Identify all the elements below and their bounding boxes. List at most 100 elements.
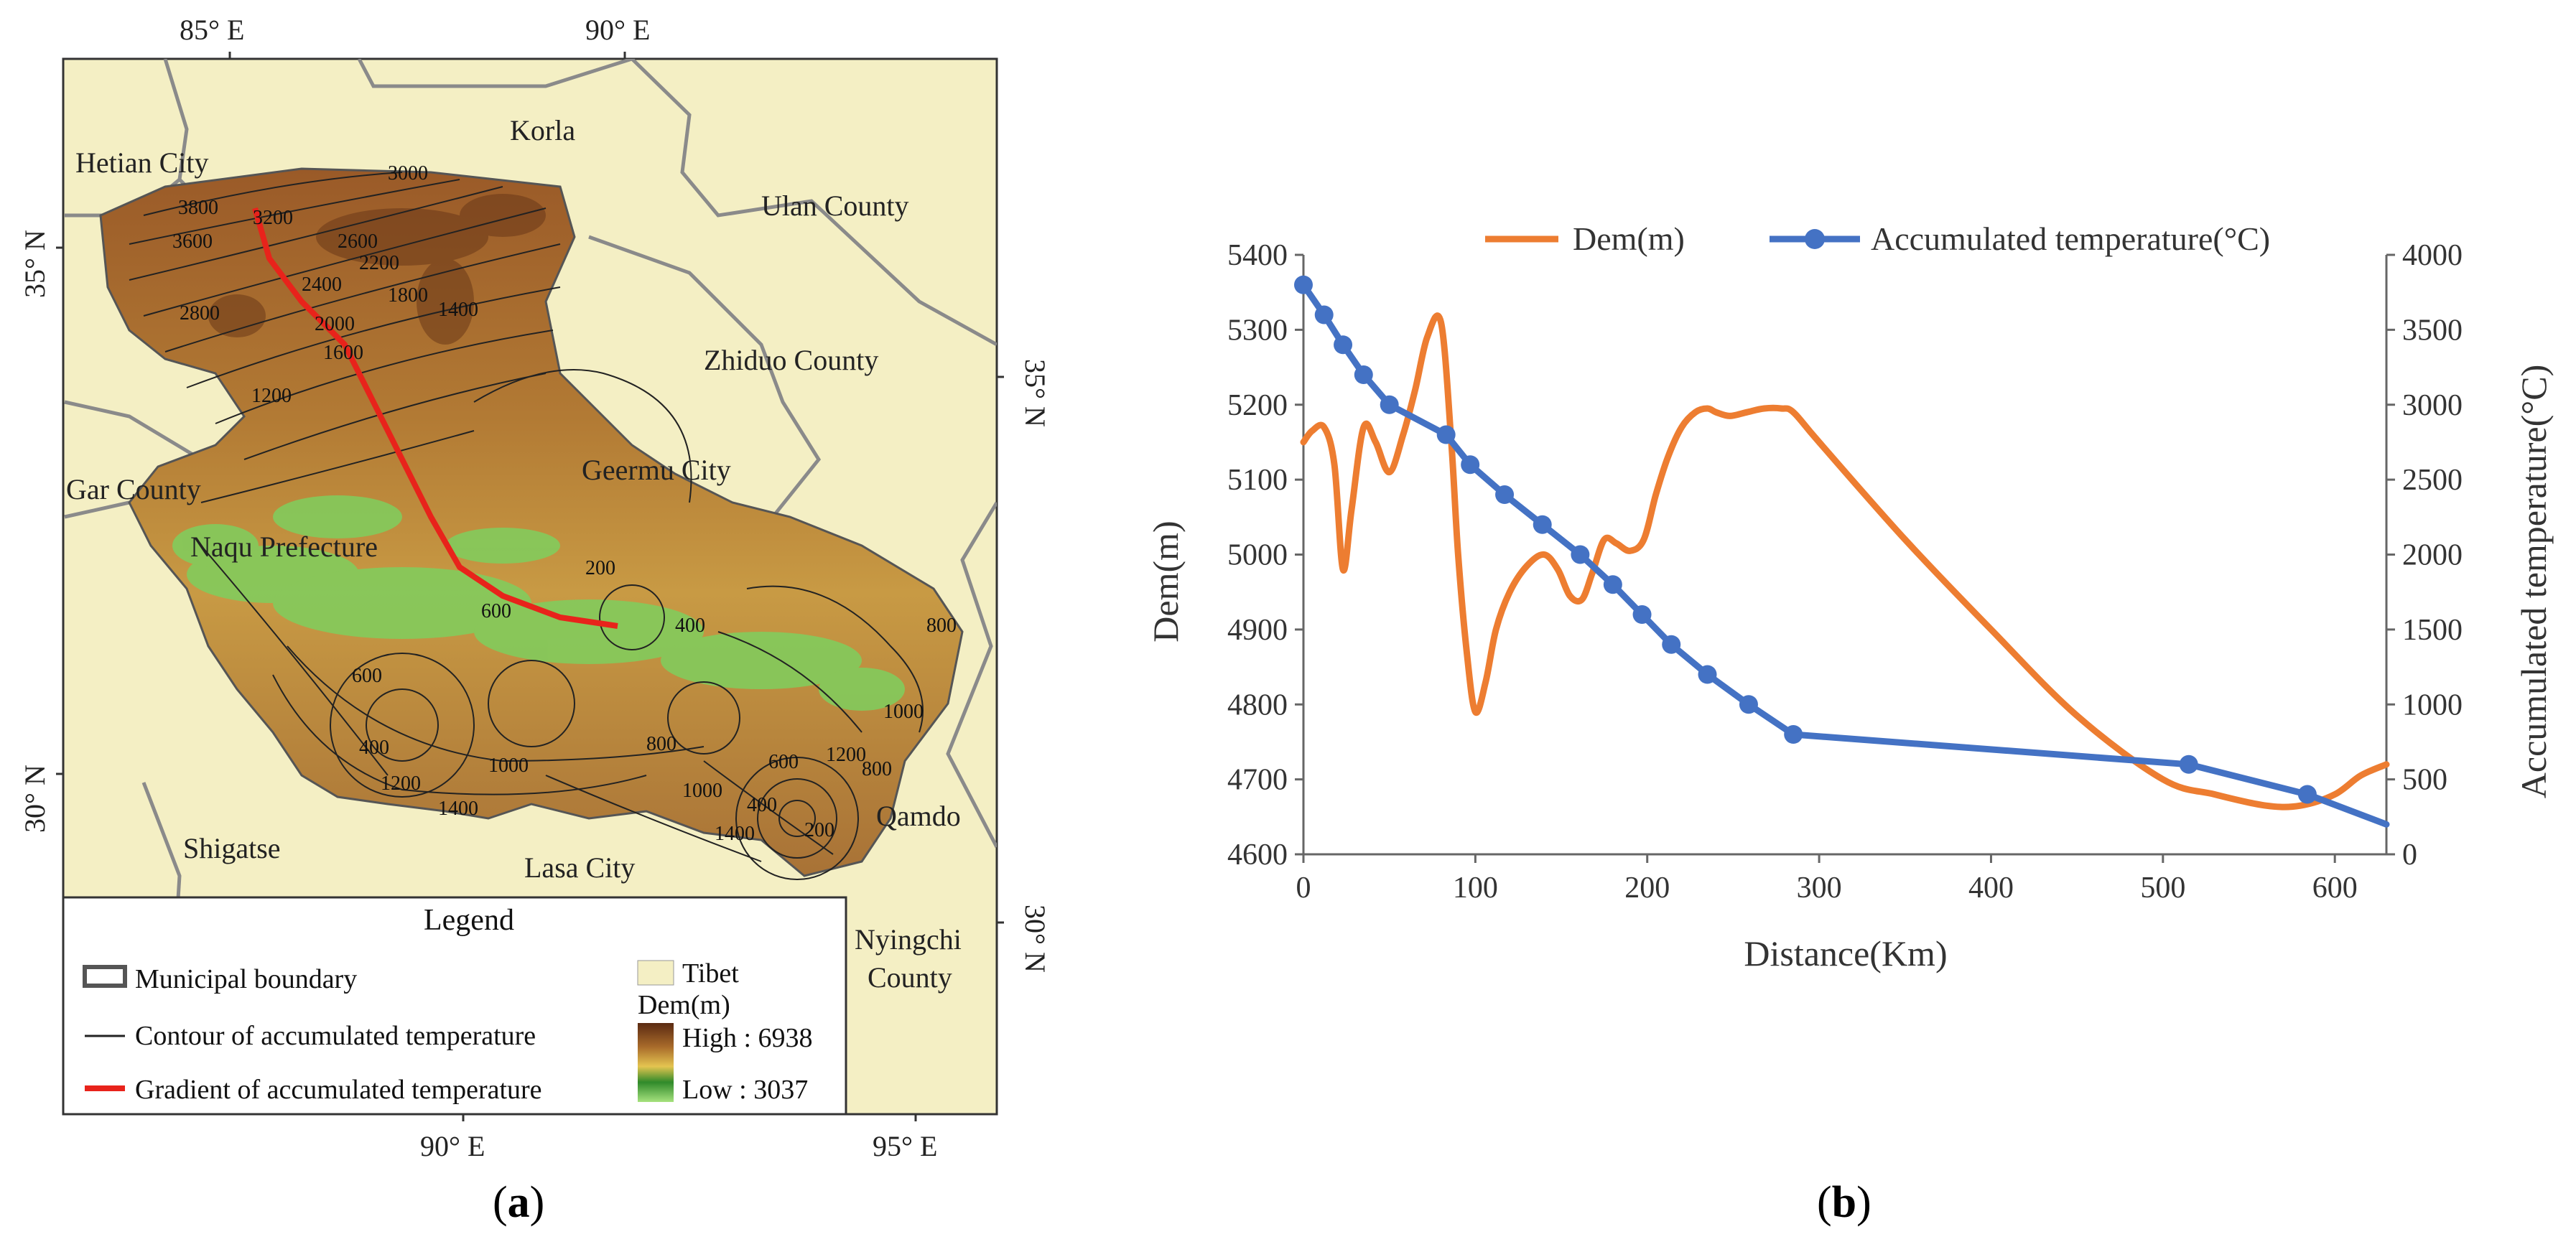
legend-title: Legend bbox=[424, 904, 514, 937]
y-right-tick-label: 2000 bbox=[2402, 539, 2463, 572]
low-elevation-areas bbox=[172, 495, 905, 711]
y-left-tick-label: 5400 bbox=[1227, 239, 1288, 272]
contour-label: 2400 bbox=[302, 274, 342, 296]
contour-label: 600 bbox=[352, 665, 382, 687]
y-left-ticks: 4600 4700 4800 4900 5000 5100 5200 5300 5400 bbox=[1227, 239, 1288, 872]
map-legend: Legend Municipal boundary Contour of acc… bbox=[62, 896, 847, 1116]
map-ticks bbox=[56, 52, 1004, 1121]
contour-label: 2600 bbox=[338, 230, 378, 253]
contour-label: 1800 bbox=[388, 284, 428, 307]
legend-low: Low : 3037 bbox=[682, 1075, 808, 1105]
contour-label: 400 bbox=[359, 737, 389, 759]
x-tick-label: 600 bbox=[2312, 872, 2358, 905]
legend-contour: Contour of accumulated temperature bbox=[135, 1021, 536, 1051]
legend-temp-marker bbox=[1805, 229, 1825, 249]
y-right-ticks: 0 500 1000 1500 2000 2500 3000 3500 4000 bbox=[2402, 239, 2463, 872]
coord-right-35n: 35° N bbox=[1019, 359, 1048, 427]
naqu-terrain bbox=[99, 167, 964, 877]
contour-labels: 3800 3600 3200 3000 2800 2600 2400 2200 … bbox=[172, 162, 957, 845]
x-ticks: 0 100 200 300 400 500 600 bbox=[1296, 872, 2358, 905]
temperature-data-point bbox=[1461, 455, 1480, 475]
contour-label: 600 bbox=[768, 751, 799, 773]
legend-temp-label: Accumulated temperature(°C) bbox=[1871, 220, 2270, 257]
y-right-tick-label: 4000 bbox=[2402, 239, 2463, 272]
y-left-axis-label: Dem(m) bbox=[1145, 520, 1186, 642]
high-elevation-areas bbox=[208, 194, 546, 345]
place-qamdo: Qamdo bbox=[876, 800, 961, 832]
temperature-data-point bbox=[1294, 275, 1313, 294]
y-left-tick-label: 5000 bbox=[1227, 539, 1288, 572]
municipal-boundary-swatch bbox=[83, 965, 127, 988]
map-panel: 3800 3600 3200 3000 2800 2600 2400 2200 … bbox=[19, 14, 1048, 1162]
map-coordinates: 85° E 90° E 90° E 95° E 35° N 30° N 35° … bbox=[19, 14, 1048, 1162]
temperature-data-point bbox=[1571, 545, 1590, 564]
contour-label: 2000 bbox=[315, 313, 355, 335]
x-axis-label: Distance(Km) bbox=[1744, 933, 1947, 973]
chart-legend: Dem(m) Accumulated temperature(°C) bbox=[1485, 220, 2270, 257]
y-left-tick-label: 5200 bbox=[1227, 389, 1288, 422]
place-zhiduo: Zhiduo County bbox=[704, 344, 878, 376]
coord-right-30n: 30° N bbox=[1019, 905, 1048, 973]
dem-colorbar bbox=[638, 1023, 674, 1102]
caption-b: (b) bbox=[1817, 1178, 1871, 1227]
contour-label: 400 bbox=[675, 615, 705, 637]
temperature-data-point bbox=[1334, 335, 1353, 355]
temperature-data-point bbox=[1632, 605, 1652, 624]
contour-label: 200 bbox=[804, 819, 834, 841]
place-gar: Gar County bbox=[66, 473, 201, 505]
coord-left-30n: 30° N bbox=[19, 765, 51, 833]
y-left-tick-label: 4800 bbox=[1227, 688, 1288, 721]
contour-label: 600 bbox=[481, 600, 511, 622]
dem-series-line bbox=[1300, 312, 2390, 811]
contour-label: 1400 bbox=[715, 823, 755, 845]
contour-label: 800 bbox=[862, 758, 892, 780]
contour-label: 3000 bbox=[388, 162, 428, 185]
contour-label: 1200 bbox=[381, 772, 421, 795]
place-geermu: Geermu City bbox=[582, 454, 731, 486]
tibet-swatch bbox=[637, 960, 674, 986]
y-right-axis-label: Accumulated temperature(°C) bbox=[2514, 365, 2554, 798]
temperature-data-point bbox=[1739, 695, 1758, 714]
contour-label: 400 bbox=[747, 794, 777, 816]
legend-gradient: Gradient of accumulated temperature bbox=[135, 1075, 542, 1105]
x-tick-label: 400 bbox=[1968, 872, 2014, 905]
place-naqu: Naqu Prefecture bbox=[190, 531, 378, 563]
contour-label: 3800 bbox=[178, 197, 218, 219]
chart-axes bbox=[1295, 253, 2395, 863]
legend-tibet: Tibet bbox=[682, 958, 739, 989]
contour-label: 1400 bbox=[438, 798, 478, 820]
legend-dem-label: Dem(m) bbox=[1573, 220, 1685, 257]
y-right-tick-label: 1500 bbox=[2402, 614, 2463, 647]
y-left-tick-label: 4900 bbox=[1227, 614, 1288, 647]
x-tick-label: 0 bbox=[1296, 872, 1311, 905]
gradient-line bbox=[252, 207, 618, 629]
temperature-data-point bbox=[1354, 365, 1373, 384]
temperature-data-point bbox=[1662, 635, 1681, 654]
contour-label: 1000 bbox=[488, 755, 529, 777]
x-tick-label: 300 bbox=[1797, 872, 1842, 905]
contour-label: 1200 bbox=[251, 385, 292, 407]
coord-bottom-90e: 90° E bbox=[420, 1130, 485, 1162]
series-layer bbox=[1294, 275, 2390, 828]
y-right-tick-label: 3000 bbox=[2402, 389, 2463, 422]
temperature-data-point bbox=[1380, 395, 1399, 414]
contour-label: 1200 bbox=[826, 744, 866, 766]
coord-bottom-95e: 95° E bbox=[873, 1130, 937, 1162]
y-right-tick-label: 0 bbox=[2402, 839, 2417, 872]
contour-label: 1000 bbox=[682, 780, 722, 802]
y-right-tick-label: 500 bbox=[2402, 764, 2447, 797]
temperature-data-point bbox=[1698, 665, 1717, 684]
contour-label: 3600 bbox=[172, 230, 213, 253]
temperature-data-point bbox=[1533, 515, 1552, 534]
place-ulan: Ulan County bbox=[761, 190, 909, 222]
place-nyingchi-county: County bbox=[868, 961, 952, 994]
contour-label: 2200 bbox=[359, 252, 399, 274]
y-left-tick-label: 5100 bbox=[1227, 464, 1288, 497]
temperature-data-point bbox=[1436, 425, 1456, 444]
temperature-data-point bbox=[2179, 755, 2198, 774]
legend-dem: Dem(m) bbox=[638, 990, 730, 1020]
contour-label: 800 bbox=[646, 733, 676, 755]
temperature-data-point bbox=[1603, 575, 1622, 594]
x-tick-label: 100 bbox=[1453, 872, 1498, 905]
